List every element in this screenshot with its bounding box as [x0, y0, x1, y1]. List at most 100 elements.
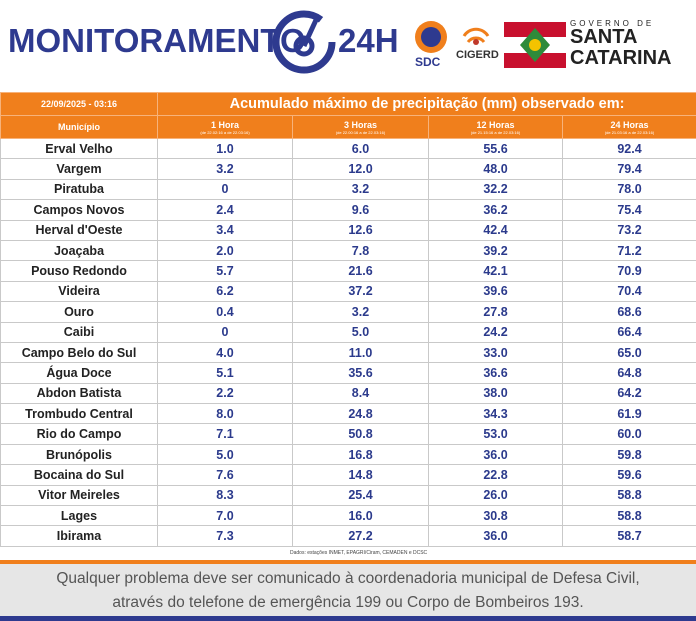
cell-municipio: Rio do Campo — [0, 423, 158, 445]
cell-value: 61.9 — [561, 403, 696, 425]
cell-value: 37.2 — [292, 280, 429, 303]
cell-value: 2.4 — [157, 199, 293, 221]
cell-value: 8.4 — [292, 382, 429, 405]
cell-value: 34.3 — [428, 403, 563, 425]
sc-flag — [504, 22, 566, 68]
cell-value: 79.4 — [561, 158, 696, 180]
footer-line2: através do telefone de emergência 199 ou… — [112, 594, 584, 611]
cell-municipio: Pouso Redondo — [0, 260, 158, 282]
cell-value: 36.6 — [428, 362, 563, 384]
cell-municipio: Brunópolis — [0, 443, 158, 466]
column-label: 1 Hora — [210, 119, 239, 130]
cell-value: 35.6 — [292, 362, 429, 384]
cell-value: 24.8 — [292, 403, 429, 425]
column-header: 12 Horas (de 21.15:16 a de 22.03:16) — [428, 115, 563, 139]
cell-value: 0.4 — [157, 301, 293, 323]
cell-municipio: Piratuba — [0, 178, 158, 201]
cell-value: 8.3 — [157, 484, 293, 507]
table-row: Ibirama 7.3 27.2 36.0 58.7 — [0, 525, 696, 547]
cell-municipio: Erval Velho — [0, 137, 158, 160]
cell-value: 8.0 — [157, 403, 293, 425]
cell-value: 50.8 — [292, 423, 429, 445]
cell-value: 5.0 — [292, 321, 429, 343]
cell-value: 27.2 — [292, 525, 429, 547]
gov-line2: CATARINA — [570, 47, 672, 69]
table-row: Videira 6.2 37.2 39.6 70.4 — [0, 280, 696, 303]
cell-municipio: Bocaina do Sul — [0, 464, 158, 486]
column-range: (de 21.03:16 a de 22.03:16) — [604, 129, 655, 135]
cell-value: 36.2 — [428, 199, 563, 221]
cell-value: 64.2 — [561, 382, 696, 405]
cell-value: 55.6 — [428, 137, 563, 160]
sdc-label: SDC — [415, 55, 441, 69]
cell-municipio: Vitor Meireles — [0, 484, 158, 507]
cell-value: 3.2 — [157, 158, 293, 180]
cell-municipio: Trombudo Central — [0, 403, 158, 425]
cell-value: 3.4 — [157, 219, 293, 241]
cell-value: 64.8 — [561, 362, 696, 384]
divider — [0, 560, 696, 564]
bottom-bar — [0, 616, 696, 621]
cigerd-label: CIGERD — [456, 49, 499, 61]
table-row: Ouro 0.4 3.2 27.8 68.6 — [0, 301, 696, 323]
table-row: Água Doce 5.1 35.6 36.6 64.8 — [0, 362, 696, 384]
footer-line1: Qualquer problema deve ser comunicado à … — [56, 570, 640, 587]
cell-municipio: Ibirama — [0, 525, 158, 547]
column-label: 3 Horas — [343, 119, 378, 130]
cell-municipio: Campo Belo do Sul — [0, 341, 158, 364]
cell-value: 7.8 — [292, 239, 429, 262]
cell-value: 58.8 — [561, 505, 696, 527]
source: Dados: estações INMET, EPAGRI/Ciram, CEM… — [290, 550, 428, 556]
cell-value: 78.0 — [561, 178, 696, 201]
cell-value: 26.0 — [428, 484, 563, 507]
cell-value: 73.2 — [561, 219, 696, 241]
cell-value: 3.2 — [292, 301, 429, 323]
table-row: Vitor Meireles 8.3 25.4 26.0 58.8 — [0, 484, 696, 507]
cell-value: 48.0 — [428, 158, 563, 180]
cell-value: 0 — [157, 321, 293, 343]
cell-value: 58.8 — [561, 484, 696, 507]
column-range: (de 21.15:16 a de 22.03:16) — [470, 129, 521, 135]
cell-value: 66.4 — [561, 321, 696, 343]
cell-municipio: Vargem — [0, 158, 158, 180]
data-table: 22/09/2025 - 03:16 Acumulado máximo de pr… — [0, 92, 696, 547]
cell-value: 0 — [157, 178, 293, 201]
cell-value: 65.0 — [561, 341, 696, 364]
cell-value: 12.0 — [292, 158, 429, 180]
cell-value: 38.0 — [428, 382, 563, 405]
cell-value: 70.4 — [561, 280, 696, 303]
cell-value: 14.8 — [292, 464, 429, 486]
cell-value: 33.0 — [428, 341, 563, 364]
table-row: Campo Belo do Sul 4.0 11.0 33.0 65.0 — [0, 341, 696, 364]
cell-municipio: Ouro — [0, 301, 158, 323]
cell-municipio: Lages — [0, 505, 158, 527]
cell-value: 36.0 — [428, 443, 563, 466]
table-row: Pouso Redondo 5.7 21.6 42.1 70.9 — [0, 260, 696, 282]
cell-value: 68.6 — [561, 301, 696, 323]
gov-top: GOVERNO DE — [570, 19, 655, 28]
table-row: Brunópolis 5.0 16.8 36.0 59.8 — [0, 443, 696, 466]
cell-municipio: Campos Novos — [0, 199, 158, 221]
logo-icon — [272, 10, 336, 74]
cell-value: 11.0 — [292, 341, 429, 364]
cell-municipio: Videira — [0, 280, 158, 303]
table-row: Campos Novos 2.4 9.6 36.2 75.4 — [0, 199, 696, 221]
gov-line1: SANTA — [570, 26, 638, 48]
table-row: Herval d'Oeste 3.4 12.6 42.4 73.2 — [0, 219, 696, 241]
cell-value: 5.1 — [157, 362, 293, 384]
cell-value: 12.6 — [292, 219, 429, 241]
cell-municipio: Água Doce — [0, 362, 158, 384]
cell-value: 92.4 — [561, 137, 696, 160]
table-row: Caibi 0 5.0 24.2 66.4 — [0, 321, 696, 343]
cell-value: 7.0 — [157, 505, 293, 527]
cell-value: 22.8 — [428, 464, 563, 486]
cell-municipio: Joaçaba — [0, 239, 158, 262]
cell-value: 6.0 — [292, 137, 429, 160]
cell-value: 9.6 — [292, 199, 429, 221]
cigerd-logo — [462, 27, 490, 45]
table-row: Piratuba 0 3.2 32.2 78.0 — [0, 178, 696, 201]
cell-value: 39.6 — [428, 280, 563, 303]
cell-value: 16.8 — [292, 443, 429, 466]
cell-value: 21.6 — [292, 260, 429, 282]
